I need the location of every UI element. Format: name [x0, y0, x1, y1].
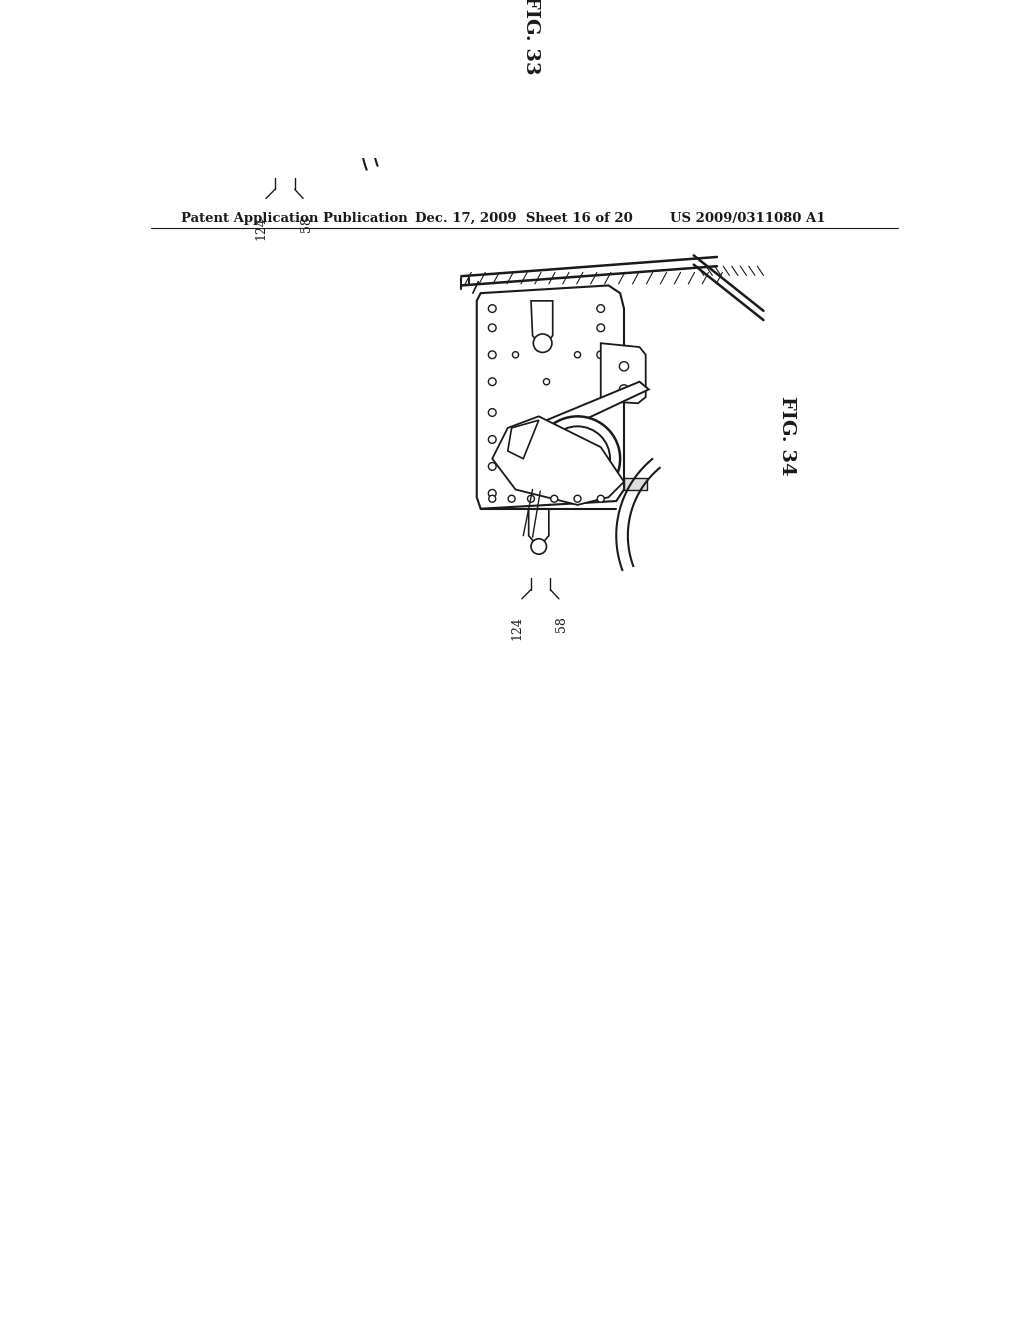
Circle shape: [289, 26, 354, 91]
Text: Dec. 17, 2009  Sheet 16 of 20: Dec. 17, 2009 Sheet 16 of 20: [415, 213, 633, 224]
Polygon shape: [273, 108, 293, 141]
Circle shape: [280, 16, 365, 100]
Circle shape: [488, 462, 496, 470]
Polygon shape: [369, 78, 391, 90]
Polygon shape: [252, 20, 283, 58]
Polygon shape: [493, 416, 624, 506]
Text: FIG. 33: FIG. 33: [522, 0, 540, 75]
Circle shape: [488, 495, 496, 502]
Circle shape: [232, 62, 241, 70]
Circle shape: [597, 351, 604, 359]
Circle shape: [488, 436, 496, 444]
Circle shape: [527, 495, 535, 502]
Circle shape: [597, 305, 604, 313]
Circle shape: [252, 95, 259, 102]
Circle shape: [512, 351, 518, 358]
Polygon shape: [237, 16, 369, 104]
Text: 58: 58: [300, 216, 312, 232]
Circle shape: [508, 495, 515, 502]
Circle shape: [569, 451, 586, 466]
Text: Patent Application Publication: Patent Application Publication: [180, 213, 408, 224]
Polygon shape: [508, 420, 539, 459]
Circle shape: [535, 416, 621, 502]
Text: FIG. 34: FIG. 34: [778, 396, 796, 475]
Circle shape: [275, 139, 291, 154]
Circle shape: [574, 351, 581, 358]
Circle shape: [232, 36, 241, 44]
Polygon shape: [528, 508, 549, 541]
Text: 58: 58: [555, 616, 568, 632]
Circle shape: [597, 495, 604, 502]
Polygon shape: [477, 285, 624, 508]
Circle shape: [544, 379, 550, 385]
Polygon shape: [624, 478, 647, 490]
Circle shape: [295, 95, 302, 102]
Polygon shape: [531, 301, 553, 342]
Circle shape: [318, 95, 326, 102]
Circle shape: [314, 50, 330, 66]
Polygon shape: [221, 0, 369, 108]
Circle shape: [560, 442, 595, 475]
Circle shape: [233, 95, 240, 102]
Circle shape: [488, 378, 496, 385]
Circle shape: [545, 426, 610, 491]
Circle shape: [574, 495, 581, 502]
Circle shape: [305, 41, 339, 75]
Polygon shape: [547, 381, 649, 432]
Polygon shape: [601, 343, 646, 404]
Circle shape: [620, 362, 629, 371]
Circle shape: [488, 490, 496, 498]
Circle shape: [232, 8, 241, 16]
Circle shape: [271, 95, 279, 102]
Circle shape: [597, 323, 604, 331]
Text: US 2009/0311080 A1: US 2009/0311080 A1: [671, 213, 826, 224]
Circle shape: [342, 95, 348, 102]
Circle shape: [551, 495, 558, 502]
Text: 124: 124: [255, 216, 268, 240]
Circle shape: [488, 323, 496, 331]
Circle shape: [531, 539, 547, 554]
Circle shape: [488, 351, 496, 359]
Text: 124: 124: [511, 616, 523, 640]
Circle shape: [534, 334, 552, 352]
Circle shape: [232, 90, 241, 96]
Circle shape: [488, 409, 496, 416]
Circle shape: [620, 385, 629, 395]
Polygon shape: [345, 0, 390, 3]
Polygon shape: [291, 0, 393, 32]
Circle shape: [488, 305, 496, 313]
